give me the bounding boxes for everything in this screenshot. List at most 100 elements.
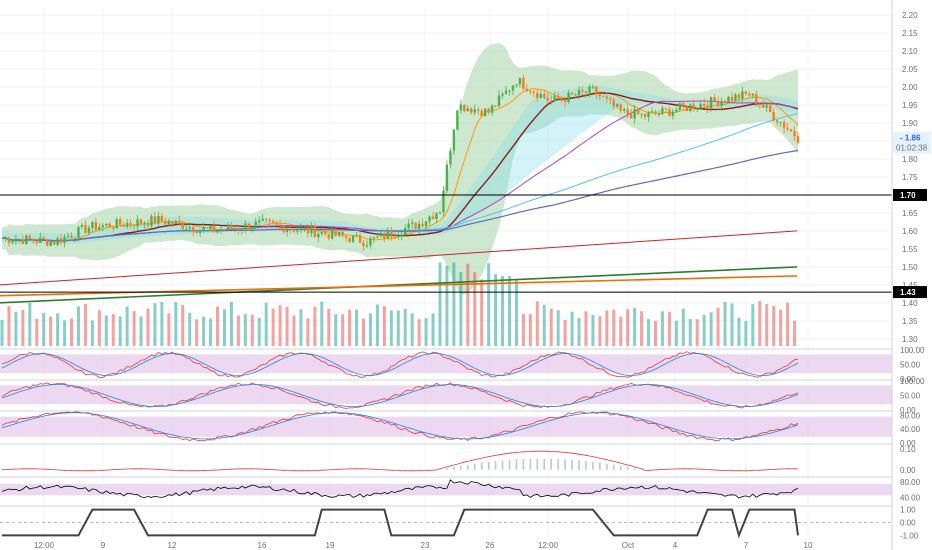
y-tick-label: 1.75 [902,173,918,182]
candle-body [438,212,442,214]
candle-body [132,224,136,227]
candle-body [112,227,115,229]
candle-body [477,109,480,111]
volume-bar [556,310,560,346]
volume-bar [271,308,275,346]
candle-body [181,222,184,230]
candle-body [303,227,306,229]
volume-bar [257,317,261,346]
panel-rsi [0,476,892,499]
macd-hist-bar [571,459,573,470]
panel-band [0,483,892,496]
macd-hist-bar [237,469,240,470]
candle-body [191,227,195,232]
candle-body [223,229,226,231]
candle-body [244,223,247,230]
volume-bar [49,316,53,346]
candle-body [490,105,494,113]
candle-body [414,222,417,229]
candle-body [556,96,560,100]
volume-bar [417,319,421,346]
y-tick-label: 1.30 [902,335,918,344]
macd-hist-bar [480,462,483,470]
volume-bar [681,308,685,346]
candle-body [758,103,761,106]
macd-hist-bar [508,459,511,470]
candle-body [605,96,609,99]
volume-bar [695,319,699,346]
candle-body [567,92,570,102]
panel-macd [0,443,892,472]
macd-hist-bar [592,461,594,470]
candle-body [237,228,240,230]
candle-body [768,105,772,113]
candle-body [264,218,268,220]
y-tick-label: 1.55 [902,245,918,254]
macd-hist-bar [515,459,518,470]
candle-body [775,120,779,123]
price-axis[interactable]: 2.202.152.102.052.001.951.901.851.801.75… [891,0,925,550]
candle-body [164,221,167,225]
candle-body [306,227,310,234]
candle-body [39,237,42,243]
candle-body [14,239,18,242]
sub-tick-label: 40.00 [900,493,921,502]
macd-line [1,450,798,472]
candle-body [431,216,435,219]
candle-body [247,223,250,230]
candle-body [94,222,98,230]
volume-bar [125,306,129,346]
volume-bar [793,320,797,346]
candle-body [25,235,28,245]
volume-bar [368,313,372,346]
volume-bar [285,306,289,346]
candle-body [765,105,768,108]
volume-bar [521,313,525,346]
volume-bar [70,318,74,346]
candle-body [153,216,157,224]
volume-bar [97,310,101,346]
candle-body [209,226,212,229]
candle-body [664,108,668,110]
macd-hist-bar [675,469,678,470]
candle-body [581,89,584,92]
candle-body [480,110,483,116]
price-tag-1: 1.70 [893,188,927,201]
candle-body [529,91,532,93]
macd-hist-bar [633,468,636,470]
candle-body [421,223,424,227]
macd-hist-bar [793,469,796,470]
candle-body [261,218,264,221]
sub-tick-label: 40.00 [900,425,921,434]
candle-body [87,227,91,233]
candle-body [275,222,278,225]
volume-bar [584,311,588,346]
candle-body [171,221,174,225]
candle-body [268,219,271,221]
candle-body [351,235,355,243]
candle-body [796,136,800,143]
time-axis[interactable]: 12:00 9 12 16 19 23 26 12:00 Oct 4 7 10 [34,541,813,550]
volume-bar [619,316,623,346]
macd-hist-bar [522,459,525,470]
macd-hist-bar [418,469,420,470]
x-tick-label: 9 [101,541,106,550]
candle-body [612,99,615,107]
macd-hist-bar [202,469,205,470]
volume-bar [181,304,185,346]
macd-hist-bar [689,469,692,470]
candle-body [633,109,636,119]
volume-bar [243,313,247,346]
countdown-label: 01:02:38 [896,143,928,152]
candle-body [174,220,177,225]
candle-body [654,111,657,114]
volume-bar [341,314,345,346]
candle-body [532,91,536,93]
volume-bars [0,262,797,346]
candle-body [369,238,372,246]
candle-body [226,224,230,230]
volume-bar [772,305,776,346]
volume-bar [174,302,178,346]
